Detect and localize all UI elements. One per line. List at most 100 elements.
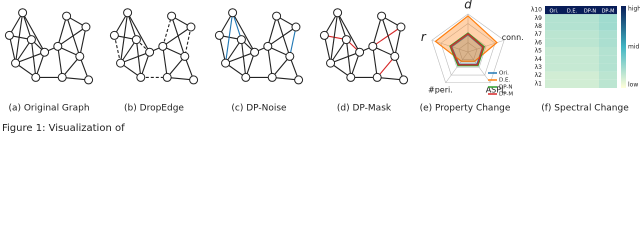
heatmap-cell — [581, 63, 599, 72]
heatmap-cell — [545, 63, 563, 72]
graph-node — [267, 72, 277, 82]
graph-node — [136, 72, 146, 82]
graph-node — [214, 30, 224, 40]
graph-node — [53, 41, 63, 51]
heatmap-cell — [545, 79, 563, 88]
graph-edge — [372, 26, 402, 47]
graph-node — [236, 35, 246, 45]
heatmap-cell — [545, 71, 563, 80]
heatmap-cell — [581, 79, 599, 88]
colorbar — [621, 6, 626, 88]
row-label: λ2 — [535, 72, 543, 79]
graph-node — [40, 47, 50, 57]
radar-grid — [458, 42, 478, 60]
row-label: λ9 — [535, 15, 543, 22]
graph-node — [333, 8, 343, 18]
heatmap-cell — [581, 47, 599, 56]
row-label: λ4 — [535, 56, 543, 63]
heatmap-cell — [581, 71, 599, 80]
figure-caption: Figure 1: Visualization of — [2, 123, 125, 134]
graph-edge — [120, 39, 137, 64]
radar-axis — [467, 39, 505, 53]
panel-caption: (e) Property Change — [420, 104, 511, 114]
graph-edge — [57, 15, 68, 47]
graph-node — [180, 51, 190, 61]
graph-edge — [330, 51, 360, 64]
graph-node — [84, 75, 94, 85]
graph-edge — [79, 26, 87, 57]
panel-caption: (c) DP-Noise — [231, 104, 287, 114]
heatmap-cell — [545, 38, 563, 47]
graph-edge — [22, 12, 32, 40]
graph-node — [319, 30, 329, 40]
graph-node — [294, 75, 304, 85]
heatmap-cell — [581, 14, 599, 23]
graph-node — [62, 11, 72, 21]
graph-edge — [57, 46, 63, 78]
graph-node — [109, 30, 119, 40]
column-label: DP-M — [602, 9, 615, 15]
graph-node — [4, 30, 14, 40]
graph-edge — [330, 39, 347, 64]
graph-edge — [394, 26, 402, 57]
heatmap-cell — [581, 30, 599, 39]
graph-node — [162, 72, 172, 82]
column-label: DP-N — [584, 9, 597, 15]
graph-node — [221, 58, 231, 68]
graph-node — [372, 72, 382, 82]
heatmap-cell — [599, 63, 617, 72]
graph-edge — [127, 12, 137, 40]
graph-edge — [218, 35, 227, 64]
heatmap-cell — [563, 14, 581, 23]
graph-node — [145, 47, 155, 57]
graph-edge — [30, 39, 37, 78]
graph-node — [57, 72, 67, 82]
graph-edge — [22, 12, 46, 53]
heatmap-cell — [563, 38, 581, 47]
graph-edge — [15, 51, 45, 64]
graph-node — [390, 51, 400, 61]
graph-edge — [337, 12, 361, 53]
heatmap-cell — [545, 55, 563, 64]
graph-edge — [225, 12, 234, 64]
heatmap-cell — [599, 71, 617, 80]
panel-caption: (f) Spectral Change — [541, 104, 629, 114]
graph-edge — [345, 39, 352, 78]
row-label: λ8 — [535, 23, 543, 30]
graph-edge — [127, 12, 151, 53]
page: {"panels": [ {"caption": "(a) Original G… — [0, 0, 640, 134]
radar-grid — [431, 13, 505, 84]
legend-label: D.E. — [499, 78, 510, 84]
heatmap-cell — [599, 38, 617, 47]
panel-caption: (b) DropEdge — [124, 104, 184, 114]
heatmap-cell — [581, 6, 599, 15]
heatmap-cell — [563, 63, 581, 72]
graph-edge — [267, 26, 297, 47]
heatmap-cell — [545, 6, 563, 15]
graph-edge — [337, 12, 347, 40]
graph-node — [116, 58, 126, 68]
heatmap-cell — [599, 47, 617, 56]
heatmap-cell — [581, 55, 599, 64]
heatmap-cell — [599, 22, 617, 31]
heatmap-cell — [563, 79, 581, 88]
graph-edge — [267, 46, 273, 78]
graph-node — [123, 8, 133, 18]
graph-edge — [184, 26, 192, 57]
row-label: λ3 — [535, 64, 543, 71]
row-label: λ7 — [535, 31, 543, 38]
panel-caption: (a) Original Graph — [8, 104, 89, 114]
legend-label: DP-N — [499, 85, 513, 91]
graph-edge — [15, 39, 32, 64]
graph-edge — [162, 26, 192, 47]
graph-node — [11, 58, 21, 68]
graph-edge — [225, 39, 242, 64]
radar-series — [449, 32, 484, 66]
graph-edge — [162, 15, 173, 47]
graph-edge — [330, 12, 339, 64]
graph-node — [241, 72, 251, 82]
heatmap-cell — [563, 71, 581, 80]
graph-node — [189, 75, 199, 85]
legend-label: DP-M — [499, 92, 513, 98]
graph-edge — [8, 35, 17, 64]
